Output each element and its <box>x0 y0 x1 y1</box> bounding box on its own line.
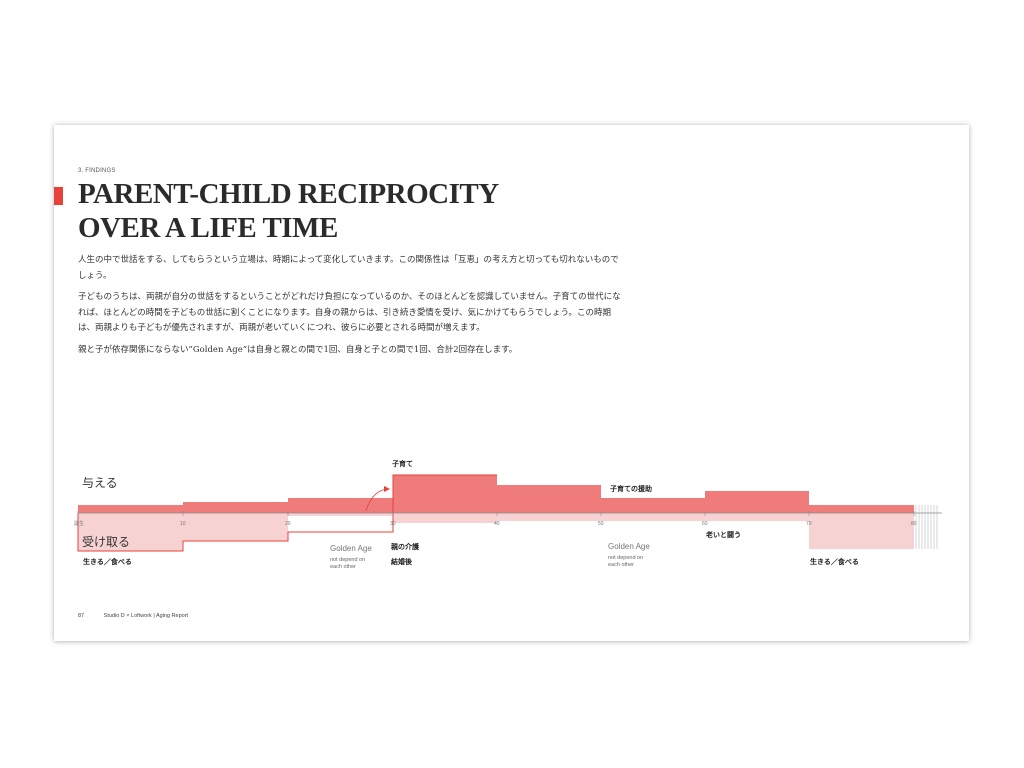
give-block-10-20 <box>183 502 288 513</box>
receive-block-30-40 <box>393 513 497 523</box>
give-outline <box>392 474 497 513</box>
section-label: 3. FINDINGS <box>78 168 116 174</box>
tick-80: 80 <box>911 521 917 527</box>
receive-outline <box>77 513 394 552</box>
tick-10: 10 <box>180 521 186 527</box>
golden-age-2-sub2: each other <box>608 562 634 568</box>
tick-30: 30 <box>390 521 396 527</box>
arrow-head-icon <box>384 486 390 492</box>
label-parent-care: 親の介護 <box>391 542 420 551</box>
page-footer: 87 Studio D × Loftwork | Aging Report <box>78 613 206 619</box>
label-after-marriage: 結婚後 <box>391 557 413 566</box>
receive-block-10-20 <box>183 513 288 541</box>
receive-label: 受け取る <box>82 535 130 549</box>
label-live-eat-right: 生きる／食べる <box>810 557 859 566</box>
give-label: 与える <box>82 476 118 490</box>
tick-40: 40 <box>494 521 500 527</box>
reciprocity-diagram: 誕生 10 20 30 40 50 60 70 80 与える 受け取る 子育て … <box>74 459 942 570</box>
give-block-20-30 <box>288 498 393 513</box>
give-block-30-40 <box>393 475 497 513</box>
golden-age-2: Golden Age <box>608 542 650 551</box>
label-childcare: 子育て <box>392 459 413 468</box>
title-line-1: PARENT-CHILD RECIPROCITY <box>78 178 499 210</box>
page-title: PARENT-CHILD RECIPROCITY OVER A LIFE TIM… <box>78 177 678 245</box>
tick-70: 70 <box>806 521 812 527</box>
hatch-tail <box>915 505 938 549</box>
receive-block-0-10 <box>78 513 183 551</box>
label-live-eat-left: 生きる／食べる <box>83 557 132 566</box>
give-block-50-60 <box>601 498 705 513</box>
accent-bar <box>54 187 63 205</box>
give-block-60-70 <box>705 491 809 513</box>
receive-block-20-30 <box>288 513 393 516</box>
label-fight-aging: 老いと闘う <box>705 530 741 539</box>
page-number: 87 <box>78 613 85 619</box>
tick-50: 50 <box>598 521 604 527</box>
tick-60: 60 <box>702 521 708 527</box>
golden-age-1-sub2: each other <box>330 564 356 570</box>
paragraph-2: 子どものうちは、両親が自分の世話をするということがどれだけ負担になっているのか、… <box>78 292 621 333</box>
body-text: 人生の中で世話をする、してもらうという立場は、時期によって変化していきます。この… <box>78 253 626 364</box>
report-page: 3. FINDINGS PARENT-CHILD RECIPROCITY OVE… <box>54 125 969 641</box>
title-line-2: OVER A LIFE TIME <box>78 212 338 244</box>
give-block-40-50 <box>497 485 601 513</box>
footer-credit: Studio D × Loftwork | Aging Report <box>103 613 189 619</box>
tick-20: 20 <box>285 521 291 527</box>
receive-block-70-80 <box>809 513 914 549</box>
give-block-0-10 <box>78 505 183 513</box>
tick-birth: 誕生 <box>74 520 84 527</box>
paragraph-1: 人生の中で世話をする、してもらうという立場は、時期によって変化していきます。この… <box>78 255 619 281</box>
label-childcare-support: 子育ての援助 <box>610 484 652 493</box>
golden-age-2-sub1: not depend on <box>608 555 643 561</box>
golden-age-1-sub1: not depend on <box>330 557 365 563</box>
give-block-70-80 <box>809 505 914 513</box>
receive-block-40-70 <box>497 513 809 521</box>
paragraph-3: 親と子が依存関係にならない”Golden Age”は自身と親との間で1回、自身と… <box>78 344 518 355</box>
golden-age-1: Golden Age <box>330 544 372 553</box>
axis-ticks <box>77 511 915 516</box>
